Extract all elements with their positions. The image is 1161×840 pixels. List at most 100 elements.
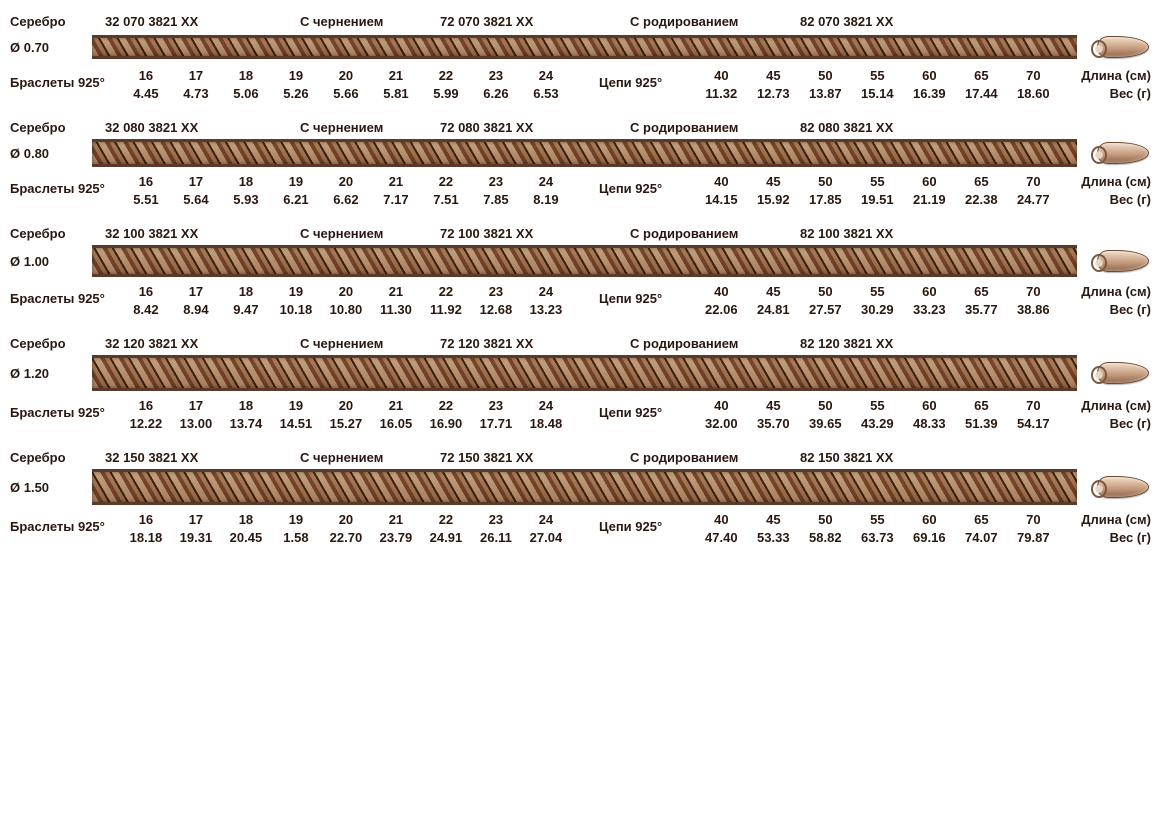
chain-weight: 17.85 [799, 191, 851, 209]
chain-length: 50 [799, 173, 851, 191]
chain-col: 5017.85 [799, 173, 851, 208]
product-block: Серебро32 120 3821 XXС чернением72 120 3… [10, 332, 1151, 442]
bracelet-columns: 168.42178.94189.471910.182010.802111.302… [121, 283, 571, 318]
bracelet-length: 24 [521, 283, 571, 301]
bracelet-col: 227.51 [421, 173, 471, 208]
bracelet-col: 2317.71 [471, 397, 521, 432]
bracelet-length: 21 [371, 397, 421, 415]
bracelet-col: 217.17 [371, 173, 421, 208]
data-row: Браслеты 925°168.42178.94189.471910.1820… [10, 281, 1151, 328]
chain-length: 70 [1007, 283, 1059, 301]
chain-col: 7038.86 [1007, 283, 1059, 318]
material-label: Серебро [10, 450, 105, 465]
chain-length: 50 [799, 397, 851, 415]
data-row: Браслеты 925°1618.181719.311820.45191.58… [10, 509, 1151, 556]
chains-label: Цепи 925° [571, 511, 695, 534]
bracelet-length: 16 [121, 67, 171, 85]
chain-col: 6048.33 [903, 397, 955, 432]
length-unit: Длина (см) [1067, 67, 1151, 85]
bracelet-col: 2326.11 [471, 511, 521, 546]
bracelet-length: 24 [521, 173, 571, 191]
chain-columns: 4047.404553.335058.825563.736069.166574.… [695, 511, 1059, 546]
bracelet-length: 20 [321, 173, 371, 191]
bracelet-length: 24 [521, 397, 571, 415]
chain-col: 5013.87 [799, 67, 851, 102]
blackened-label: С чернением [300, 450, 440, 465]
bracelet-col: 1713.00 [171, 397, 221, 432]
data-row: Браслеты 925°164.45174.73185.06195.26205… [10, 65, 1151, 112]
chain-weight: 27.57 [799, 301, 851, 319]
chain-weight: 51.39 [955, 415, 1007, 433]
bracelet-length: 22 [421, 511, 471, 529]
chains-label: Цепи 925° [571, 397, 695, 420]
bracelet-col: 191.58 [271, 511, 321, 546]
bracelet-length: 17 [171, 283, 221, 301]
blackened-label: С чернением [300, 336, 440, 351]
diameter-label: Ø 0.70 [10, 40, 92, 55]
bracelet-col: 2216.90 [421, 397, 471, 432]
bracelet-length: 18 [221, 173, 271, 191]
chain-weight: 14.15 [695, 191, 747, 209]
product-block: Серебро32 070 3821 XXС чернением72 070 3… [10, 10, 1151, 112]
chain-length: 40 [695, 173, 747, 191]
chain-weight: 30.29 [851, 301, 903, 319]
clasp-icon [1091, 359, 1151, 387]
chain-weight: 63.73 [851, 529, 903, 547]
chain-columns: 4022.064524.815027.575530.296033.236535.… [695, 283, 1059, 318]
bracelet-weight: 8.94 [171, 301, 221, 319]
bracelet-col: 1719.31 [171, 511, 221, 546]
material-label: Серебро [10, 14, 105, 29]
code-blackened: 72 150 3821 XX [440, 450, 630, 465]
bracelet-weight: 5.26 [271, 85, 321, 103]
chain-length: 70 [1007, 173, 1059, 191]
bracelet-length: 19 [271, 397, 321, 415]
diameter-label: Ø 1.00 [10, 254, 92, 269]
material-label: Серебро [10, 336, 105, 351]
chain-length: 60 [903, 283, 955, 301]
clasp-icon [1091, 33, 1151, 61]
chain-length: 45 [747, 511, 799, 529]
bracelet-weight: 9.47 [221, 301, 271, 319]
chain-length: 70 [1007, 67, 1059, 85]
bracelet-weight: 18.18 [121, 529, 171, 547]
bracelet-col: 2022.70 [321, 511, 371, 546]
chain-length: 60 [903, 67, 955, 85]
bracelet-weight: 11.30 [371, 301, 421, 319]
chain-length: 45 [747, 173, 799, 191]
bracelet-length: 23 [471, 283, 521, 301]
bracelet-weight: 4.73 [171, 85, 221, 103]
codes-row: Серебро32 150 3821 XXС чернением72 150 3… [10, 446, 1151, 467]
bracelet-col: 1612.22 [121, 397, 171, 432]
chain-col: 6522.38 [955, 173, 1007, 208]
bracelet-length: 16 [121, 283, 171, 301]
chain-col: 5519.51 [851, 173, 903, 208]
bracelet-length: 24 [521, 67, 571, 85]
chain-length: 40 [695, 511, 747, 529]
chain-length: 65 [955, 397, 1007, 415]
chain-length: 55 [851, 67, 903, 85]
weight-unit: Вес (г) [1067, 191, 1151, 209]
bracelet-col: 1813.74 [221, 397, 271, 432]
bracelet-length: 20 [321, 67, 371, 85]
bracelet-weight: 5.06 [221, 85, 271, 103]
bracelet-length: 20 [321, 283, 371, 301]
bracelet-length: 16 [121, 173, 171, 191]
bracelet-weight: 18.48 [521, 415, 571, 433]
bracelet-weight: 6.26 [471, 85, 521, 103]
clasp-icon [1091, 247, 1151, 275]
bracelet-length: 18 [221, 67, 271, 85]
chain-weight: 54.17 [1007, 415, 1059, 433]
bracelet-col: 2015.27 [321, 397, 371, 432]
bracelet-col: 2418.48 [521, 397, 571, 432]
chain-weight: 74.07 [955, 529, 1007, 547]
bracelet-length: 20 [321, 511, 371, 529]
bracelet-col: 1914.51 [271, 397, 321, 432]
chain-columns: 4011.324512.735013.875515.146016.396517.… [695, 67, 1059, 102]
chain-length: 70 [1007, 397, 1059, 415]
bracelet-weight: 5.93 [221, 191, 271, 209]
material-label: Серебро [10, 120, 105, 135]
chain-length: 55 [851, 283, 903, 301]
length-unit: Длина (см) [1067, 173, 1151, 191]
chain-col: 4014.15 [695, 173, 747, 208]
bracelet-length: 21 [371, 511, 421, 529]
